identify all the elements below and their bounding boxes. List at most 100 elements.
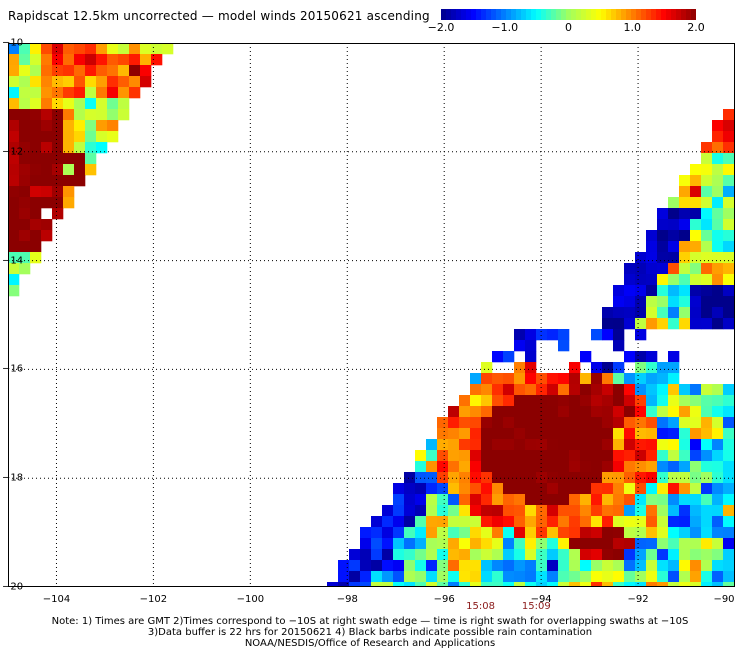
wind-cell bbox=[459, 472, 471, 484]
wind-cell bbox=[679, 186, 691, 198]
wind-cell bbox=[85, 54, 97, 66]
wind-cell bbox=[8, 252, 20, 264]
wind-cell bbox=[690, 208, 702, 220]
wind-cell bbox=[492, 395, 504, 407]
wind-cell bbox=[63, 76, 75, 88]
wind-cell bbox=[338, 560, 350, 572]
wind-cell bbox=[712, 560, 724, 572]
wind-cell bbox=[690, 428, 702, 440]
wind-cell bbox=[85, 120, 97, 132]
wind-cell bbox=[536, 417, 548, 429]
note-line-3: NOAA/NESDIS/Office of Research and Appli… bbox=[244, 638, 496, 649]
wind-cell bbox=[426, 472, 438, 484]
wind-cell bbox=[63, 186, 75, 198]
wind-cell bbox=[679, 538, 691, 550]
wind-cell bbox=[668, 538, 680, 550]
wind-cell bbox=[712, 461, 724, 473]
wind-cell bbox=[591, 582, 603, 587]
wind-cell bbox=[657, 472, 669, 484]
wind-cell bbox=[602, 307, 614, 319]
wind-cell bbox=[41, 186, 53, 198]
wind-cell bbox=[404, 582, 416, 587]
wind-cell bbox=[151, 43, 163, 55]
wind-cell bbox=[569, 538, 581, 550]
wind-cell bbox=[514, 428, 526, 440]
wind-cell bbox=[679, 296, 691, 308]
wind-cell bbox=[503, 439, 515, 451]
wind-cell bbox=[580, 560, 592, 572]
wind-cell bbox=[52, 208, 64, 220]
wind-cell bbox=[591, 406, 603, 418]
wind-cell bbox=[525, 516, 537, 528]
wind-cell bbox=[624, 472, 636, 484]
wind-cell bbox=[668, 417, 680, 429]
wind-cell bbox=[712, 208, 724, 220]
wind-cell bbox=[492, 571, 504, 583]
wind-cell bbox=[74, 175, 86, 187]
wind-cell bbox=[459, 527, 471, 539]
wind-cell bbox=[140, 43, 152, 55]
wind-cell bbox=[624, 450, 636, 462]
wind-cell bbox=[569, 527, 581, 539]
wind-cell bbox=[602, 527, 614, 539]
wind-cell bbox=[129, 43, 141, 55]
wind-cell bbox=[679, 208, 691, 220]
wind-cell bbox=[591, 373, 603, 385]
wind-cell bbox=[140, 54, 152, 66]
wind-cell bbox=[19, 197, 31, 209]
wind-cell bbox=[701, 472, 713, 484]
wind-cell bbox=[19, 241, 31, 253]
wind-cell bbox=[74, 76, 86, 88]
wind-cell bbox=[712, 406, 724, 418]
wind-cell bbox=[613, 406, 625, 418]
colorbar-segment bbox=[666, 9, 672, 20]
wind-cell bbox=[679, 197, 691, 209]
wind-cell bbox=[657, 219, 669, 231]
wind-cell bbox=[591, 395, 603, 407]
wind-cell bbox=[591, 329, 603, 341]
wind-cell bbox=[613, 362, 625, 374]
wind-cell bbox=[679, 219, 691, 231]
wind-cell bbox=[514, 384, 526, 396]
wind-cell bbox=[668, 263, 680, 275]
wind-cell bbox=[63, 120, 75, 132]
wind-cell bbox=[8, 263, 20, 275]
wind-cell bbox=[690, 384, 702, 396]
colorbar-segment bbox=[496, 9, 502, 20]
wind-cell bbox=[602, 461, 614, 473]
map-frame bbox=[8, 43, 735, 587]
wind-cell bbox=[668, 472, 680, 484]
wind-cell bbox=[536, 505, 548, 517]
wind-cell bbox=[668, 197, 680, 209]
wind-cell bbox=[459, 494, 471, 506]
wind-cell bbox=[96, 98, 108, 110]
wind-cell bbox=[668, 483, 680, 495]
wind-cell bbox=[41, 153, 53, 165]
wind-cell bbox=[415, 549, 427, 561]
wind-cell bbox=[624, 274, 636, 286]
wind-cell bbox=[723, 208, 735, 220]
wind-cell bbox=[52, 43, 64, 55]
wind-cell bbox=[129, 65, 141, 77]
colorbar-segment bbox=[691, 9, 696, 20]
wind-cell bbox=[679, 571, 691, 583]
wind-cell bbox=[448, 505, 460, 517]
wind-cell bbox=[646, 582, 658, 587]
wind-cell bbox=[580, 461, 592, 473]
wind-cell bbox=[459, 428, 471, 440]
wind-cell bbox=[635, 351, 647, 363]
wind-cell bbox=[635, 505, 647, 517]
wind-cell bbox=[701, 318, 713, 330]
wind-cell bbox=[503, 450, 515, 462]
wind-cell bbox=[668, 516, 680, 528]
wind-cell bbox=[19, 142, 31, 154]
wind-cell bbox=[448, 450, 460, 462]
wind-cell bbox=[547, 549, 559, 561]
wind-cell bbox=[701, 274, 713, 286]
wind-cell bbox=[624, 538, 636, 550]
wind-cell bbox=[492, 461, 504, 473]
wind-cell bbox=[657, 560, 669, 572]
wind-cell bbox=[701, 571, 713, 583]
wind-cell bbox=[525, 384, 537, 396]
wind-cell bbox=[668, 241, 680, 253]
